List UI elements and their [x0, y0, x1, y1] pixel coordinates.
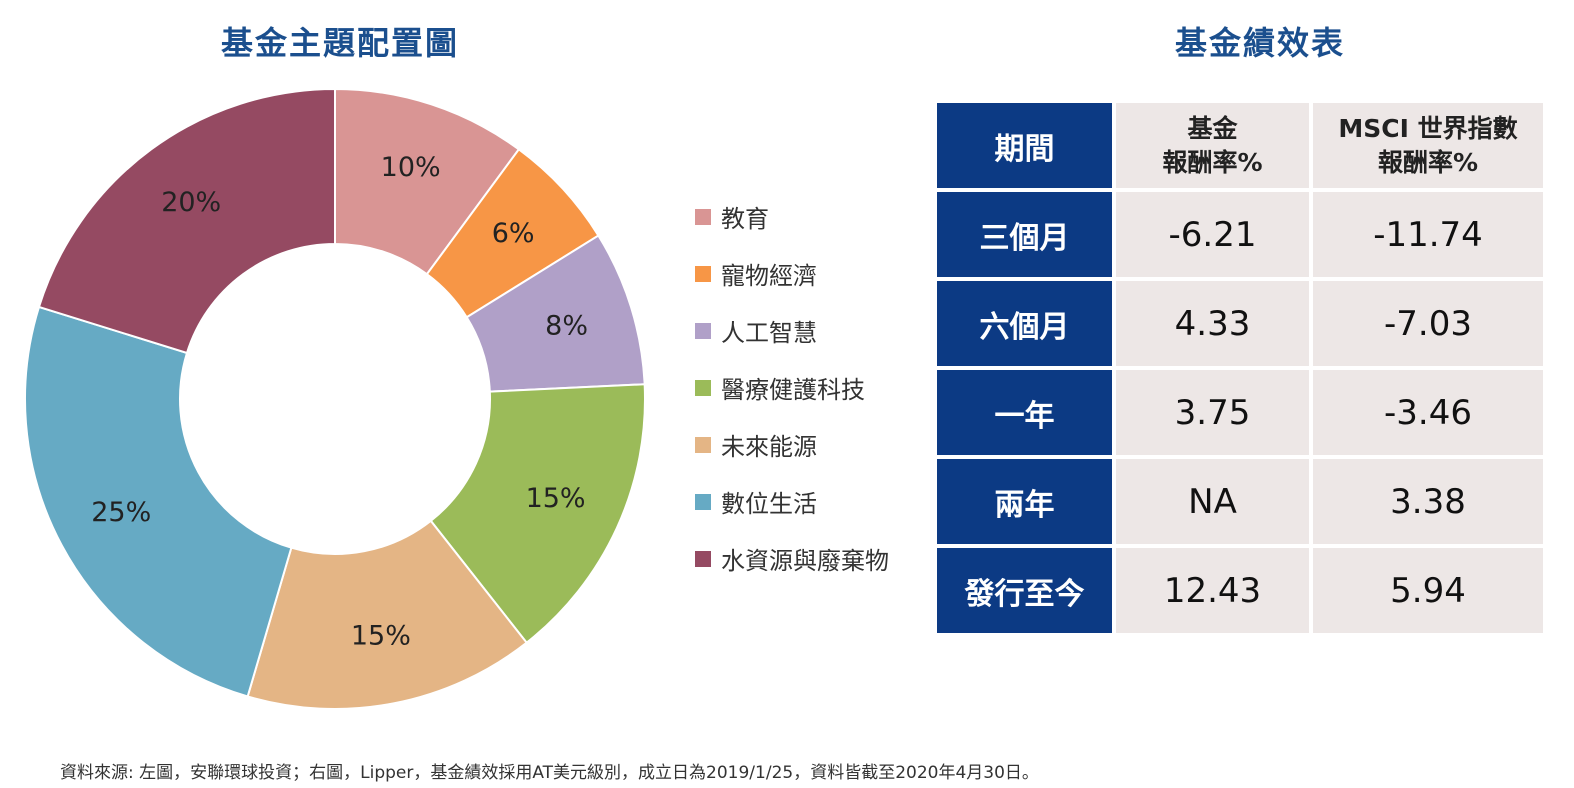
chart-legend: 教育寵物經濟人工智慧醫療健護科技 未來能源數位生活水資源與廢棄物: [695, 188, 935, 587]
row-period: 一年: [937, 370, 1112, 455]
row-period: 三個月: [937, 192, 1112, 277]
table-row: 六個月 4.33 -7.03: [937, 281, 1543, 366]
cell-msci-return: -3.46: [1313, 370, 1543, 455]
legend-swatch: [695, 436, 711, 453]
legend-label: 未來能源: [721, 433, 817, 461]
row-period: 六個月: [937, 281, 1112, 366]
cell-fund-return: 12.43: [1116, 548, 1309, 633]
legend-item: 教育: [695, 188, 935, 245]
cell-fund-return: 4.33: [1116, 281, 1309, 366]
legend-swatch: [695, 208, 711, 225]
legend-swatch: [695, 265, 711, 282]
table-row: 兩年 NA 3.38: [937, 459, 1543, 544]
legend-swatch: [695, 379, 711, 396]
legend-label: 醫療健護科技: [721, 376, 865, 404]
row-period: 發行至今: [937, 548, 1112, 633]
cell-msci-return: 3.38: [1313, 459, 1543, 544]
cell-msci-return: 5.94: [1313, 548, 1543, 633]
donut-chart: 10% 6% 8% 15% 15% 25% 20%: [24, 87, 646, 710]
donut-slice-6: [24, 305, 293, 698]
legend-swatch: [695, 493, 711, 510]
header-fund-line2: 報酬率%: [1162, 147, 1263, 177]
header-fund-line1: 基金: [1187, 113, 1238, 143]
legend-item: 寵物經濟: [695, 245, 935, 302]
legend-item: 數位生活: [695, 473, 935, 530]
legend-item: 人工智慧: [695, 302, 935, 359]
table-row: 一年 3.75 -3.46: [937, 370, 1543, 455]
table-header-row: 期間 基金 報酬率% MSCI 世界指數 報酬率%: [937, 103, 1543, 188]
legend-item: 未來能源: [695, 416, 935, 473]
slice-label-4: 15%: [526, 483, 586, 514]
header-period: 期間: [937, 103, 1112, 188]
header-msci-return: MSCI 世界指數 報酬率%: [1313, 103, 1543, 188]
slice-label-2: 6%: [492, 218, 535, 249]
cell-msci-return: -11.74: [1313, 192, 1543, 277]
donut-slice-5: [246, 519, 529, 710]
table-row: 三個月 -6.21 -11.74: [937, 192, 1543, 277]
cell-fund-return: NA: [1116, 459, 1309, 544]
slice-label-5: 15%: [351, 621, 411, 652]
legend-label: 寵物經濟: [721, 262, 817, 290]
legend-swatch: [695, 550, 711, 567]
row-period: 兩年: [937, 459, 1112, 544]
chart-title: 基金主題配置圖: [220, 24, 459, 62]
legend-item: 醫療健護科技: [695, 359, 935, 416]
header-msci-line1: MSCI 世界指數: [1338, 113, 1518, 143]
header-fund-return: 基金 報酬率%: [1116, 103, 1309, 188]
legend-label: 人工智慧: [721, 319, 817, 347]
performance-table: 期間 基金 報酬率% MSCI 世界指數 報酬率% 三個月 -6.21 -11.…: [933, 99, 1547, 637]
slice-label-6: 25%: [91, 497, 151, 528]
legend-label: 水資源與廢棄物: [721, 547, 889, 575]
cell-msci-return: -7.03: [1313, 281, 1543, 366]
legend-label: 教育: [721, 205, 769, 233]
legend-item: 水資源與廢棄物: [695, 530, 935, 587]
cell-fund-return: 3.75: [1116, 370, 1309, 455]
legend-label: 數位生活: [721, 490, 817, 518]
table-row: 發行至今 12.43 5.94: [937, 548, 1543, 633]
header-msci-line2: 報酬率%: [1377, 147, 1479, 177]
slice-label-1: 10%: [381, 152, 441, 183]
footnote: 資料來源: 左圖，安聯環球投資；右圖，Lipper，基金績效採用AT美元級別，成…: [60, 763, 1039, 783]
slice-label-7: 20%: [161, 187, 221, 218]
donut-slice-7: [37, 87, 336, 355]
cell-fund-return: -6.21: [1116, 192, 1309, 277]
table-title: 基金績效表: [1174, 24, 1345, 62]
donut-slice-4: [429, 383, 646, 645]
slice-label-3: 8%: [545, 310, 588, 341]
legend-swatch: [695, 322, 711, 339]
